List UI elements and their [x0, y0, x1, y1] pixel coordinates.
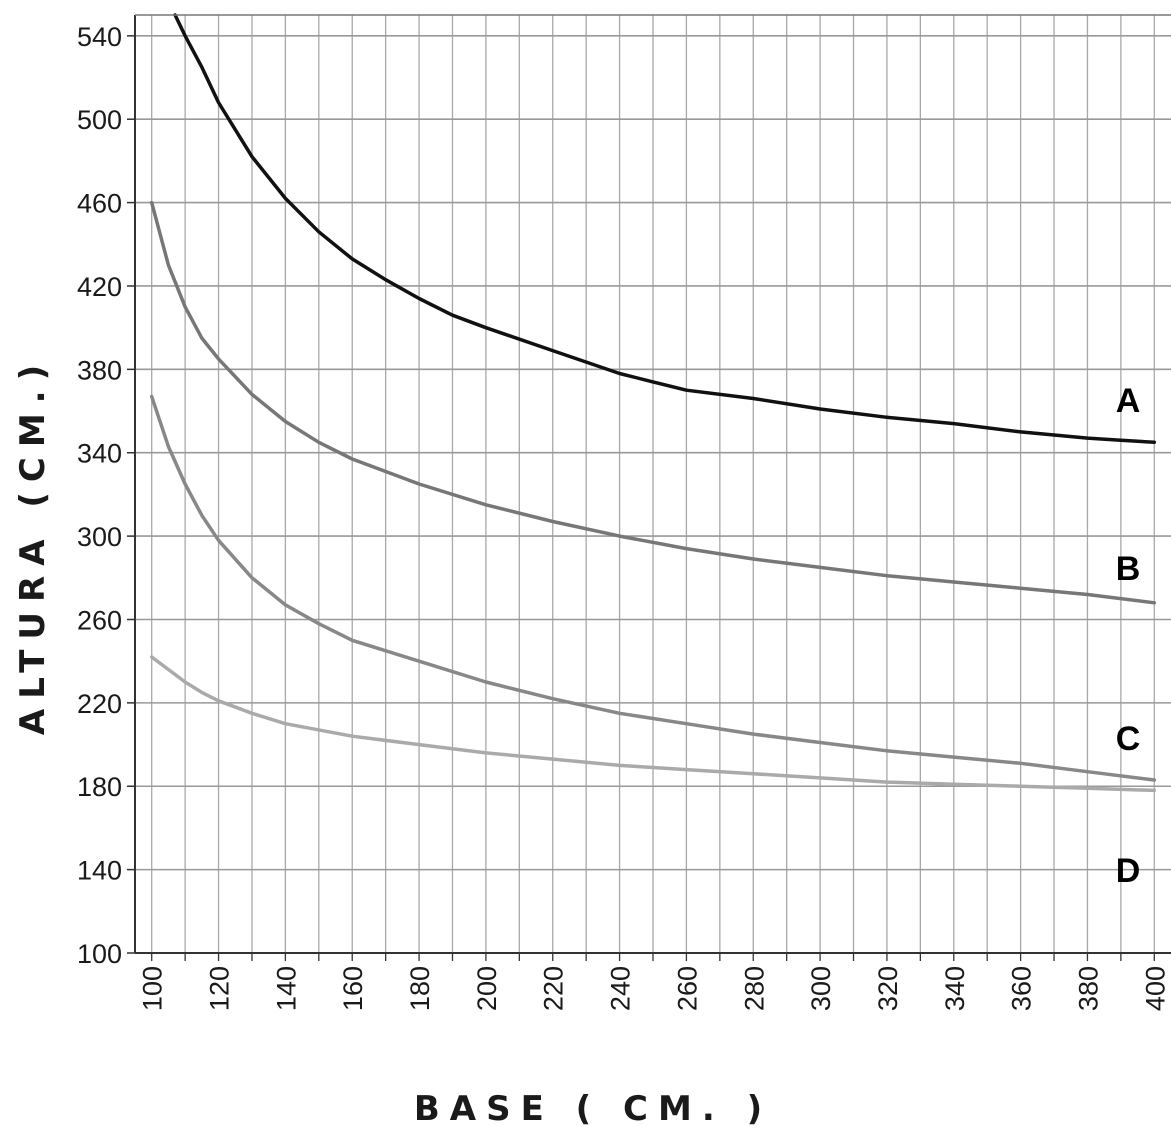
y-tick-label: 180	[77, 772, 122, 802]
x-tick-label: 400	[1140, 966, 1170, 1011]
y-tick-label: 100	[77, 939, 122, 969]
x-tick-label: 180	[405, 966, 435, 1011]
y-tick-label: 300	[77, 522, 122, 552]
x-tick-label: 360	[1007, 966, 1037, 1011]
axes	[127, 14, 1171, 961]
x-tick-label: 220	[539, 966, 569, 1011]
y-tick-labels: 100 140 180 220 260 300 340 380 420 460 500 540	[77, 22, 122, 969]
y-tick-label: 260	[77, 605, 122, 635]
series-lines	[149, 13, 1157, 793]
x-tick-label: 120	[205, 966, 235, 1011]
y-tick-label: 420	[77, 272, 122, 302]
x-tick-label: 200	[472, 966, 502, 1011]
series-line-a	[173, 13, 1157, 445]
series-line-d	[149, 655, 1157, 793]
x-tick-label: 160	[338, 966, 368, 1011]
series-line-b	[149, 200, 1157, 605]
x-tick-label: 300	[806, 966, 836, 1011]
x-tick-label: 320	[873, 966, 903, 1011]
y-tick-label: 340	[77, 439, 122, 469]
y-tick-label: 500	[77, 105, 122, 135]
y-tick-label: 220	[77, 689, 122, 719]
x-tick-label: 380	[1073, 966, 1103, 1011]
x-tick-label: 260	[672, 966, 702, 1011]
series-labels: A B C D	[1116, 382, 1141, 890]
series-line-c	[149, 394, 1157, 782]
x-axis-title: BASE ( CM. )	[414, 1089, 772, 1126]
x-tick-label: 280	[739, 966, 769, 1011]
series-label-c: C	[1116, 720, 1141, 758]
x-tick-label: 100	[138, 966, 168, 1011]
y-tick-label: 540	[77, 22, 122, 52]
y-axis-title: ALTURA (CM.)	[13, 355, 53, 735]
x-tick-label: 340	[940, 966, 970, 1011]
grid	[135, 15, 1171, 954]
x-tick-label: 240	[606, 966, 636, 1011]
y-tick-label: 460	[77, 189, 122, 219]
x-tick-labels: 100 120 140 160 180 200 220 240 260 280 300 320 340 3…	[138, 966, 1171, 1011]
series-label-a: A	[1116, 382, 1141, 420]
y-tick-label: 140	[77, 856, 122, 886]
series-label-b: B	[1116, 550, 1141, 588]
y-tick-label: 380	[77, 355, 122, 385]
x-tick-label: 140	[271, 966, 301, 1011]
series-label-d: D	[1116, 852, 1141, 890]
